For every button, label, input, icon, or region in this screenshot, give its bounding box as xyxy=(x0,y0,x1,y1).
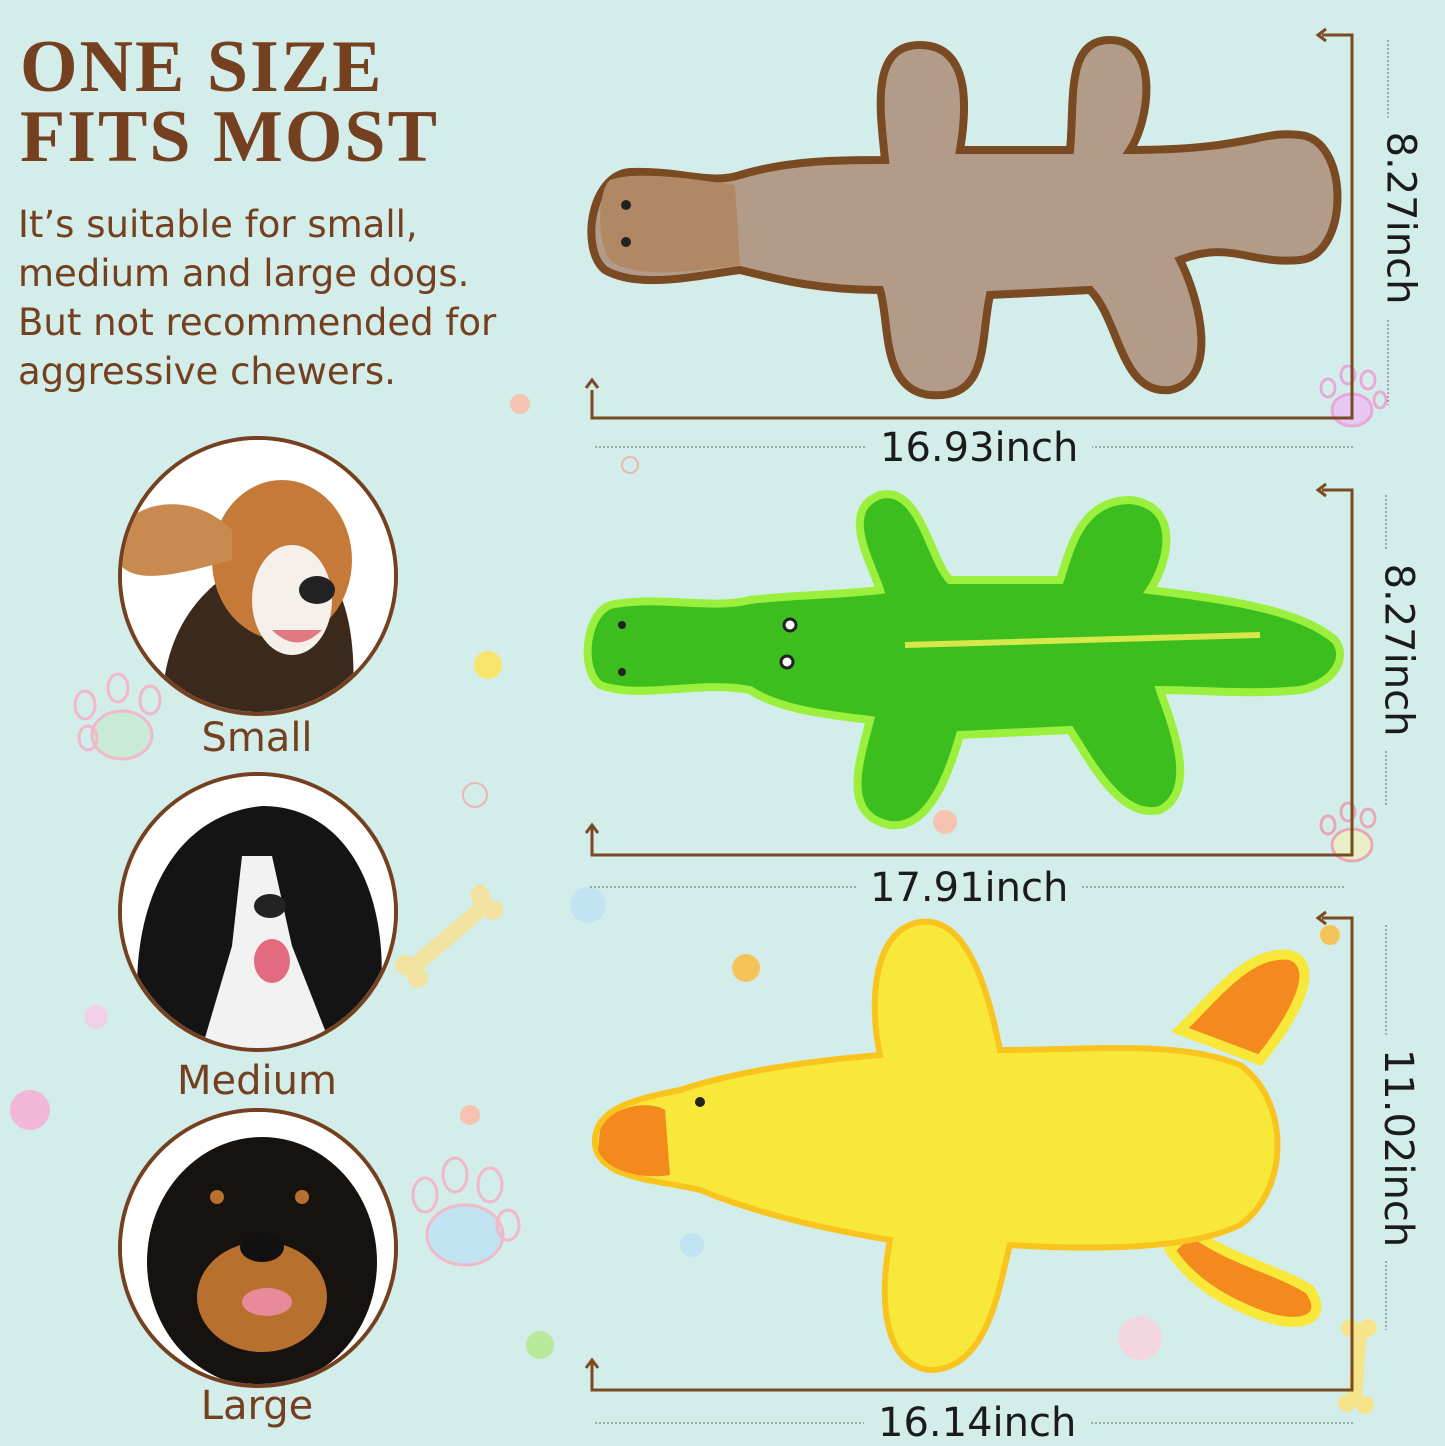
bone-icon xyxy=(395,885,503,988)
platypus-height-label: 8.27inch xyxy=(1377,117,1424,319)
confetti-dots xyxy=(10,394,1340,1360)
headline-line-1: ONE SIZE xyxy=(20,26,384,108)
paw-print-icon xyxy=(411,1156,521,1267)
description: It’s suitable for small, medium and larg… xyxy=(18,200,496,396)
duck-width-label: 16.14inch xyxy=(864,1400,1091,1446)
size-label-medium: Medium xyxy=(177,1058,337,1104)
description-line: medium and large dogs. xyxy=(18,252,470,295)
headline: ONE SIZE FITS MOST xyxy=(20,26,439,178)
border-collie-photo xyxy=(118,772,398,1052)
description-line: aggressive chewers. xyxy=(18,350,396,393)
beagle-photo xyxy=(118,436,398,716)
headline-line-2: FITS MOST xyxy=(20,96,439,178)
paw-print-icon xyxy=(1319,801,1377,863)
platypus-width-label: 16.93inch xyxy=(866,425,1093,471)
crocodile-width-label: 17.91inch xyxy=(856,865,1083,911)
dimension-lines xyxy=(584,27,1354,1392)
crocodile-toy-image xyxy=(583,490,1344,830)
duck-height-label: 11.02inch xyxy=(1375,1034,1422,1262)
bone-icon xyxy=(1338,1319,1377,1414)
description-line: But not recommended for xyxy=(18,301,497,344)
duck-toy-image xyxy=(591,918,1322,1374)
rottweiler-photo xyxy=(118,1108,398,1388)
description-line: It’s suitable for small, xyxy=(18,203,418,246)
size-label-large: Large xyxy=(200,1383,314,1429)
platypus-toy-image xyxy=(587,35,1342,400)
crocodile-height-label: 8.27inch xyxy=(1375,549,1422,751)
size-label-small: Small xyxy=(201,715,313,761)
